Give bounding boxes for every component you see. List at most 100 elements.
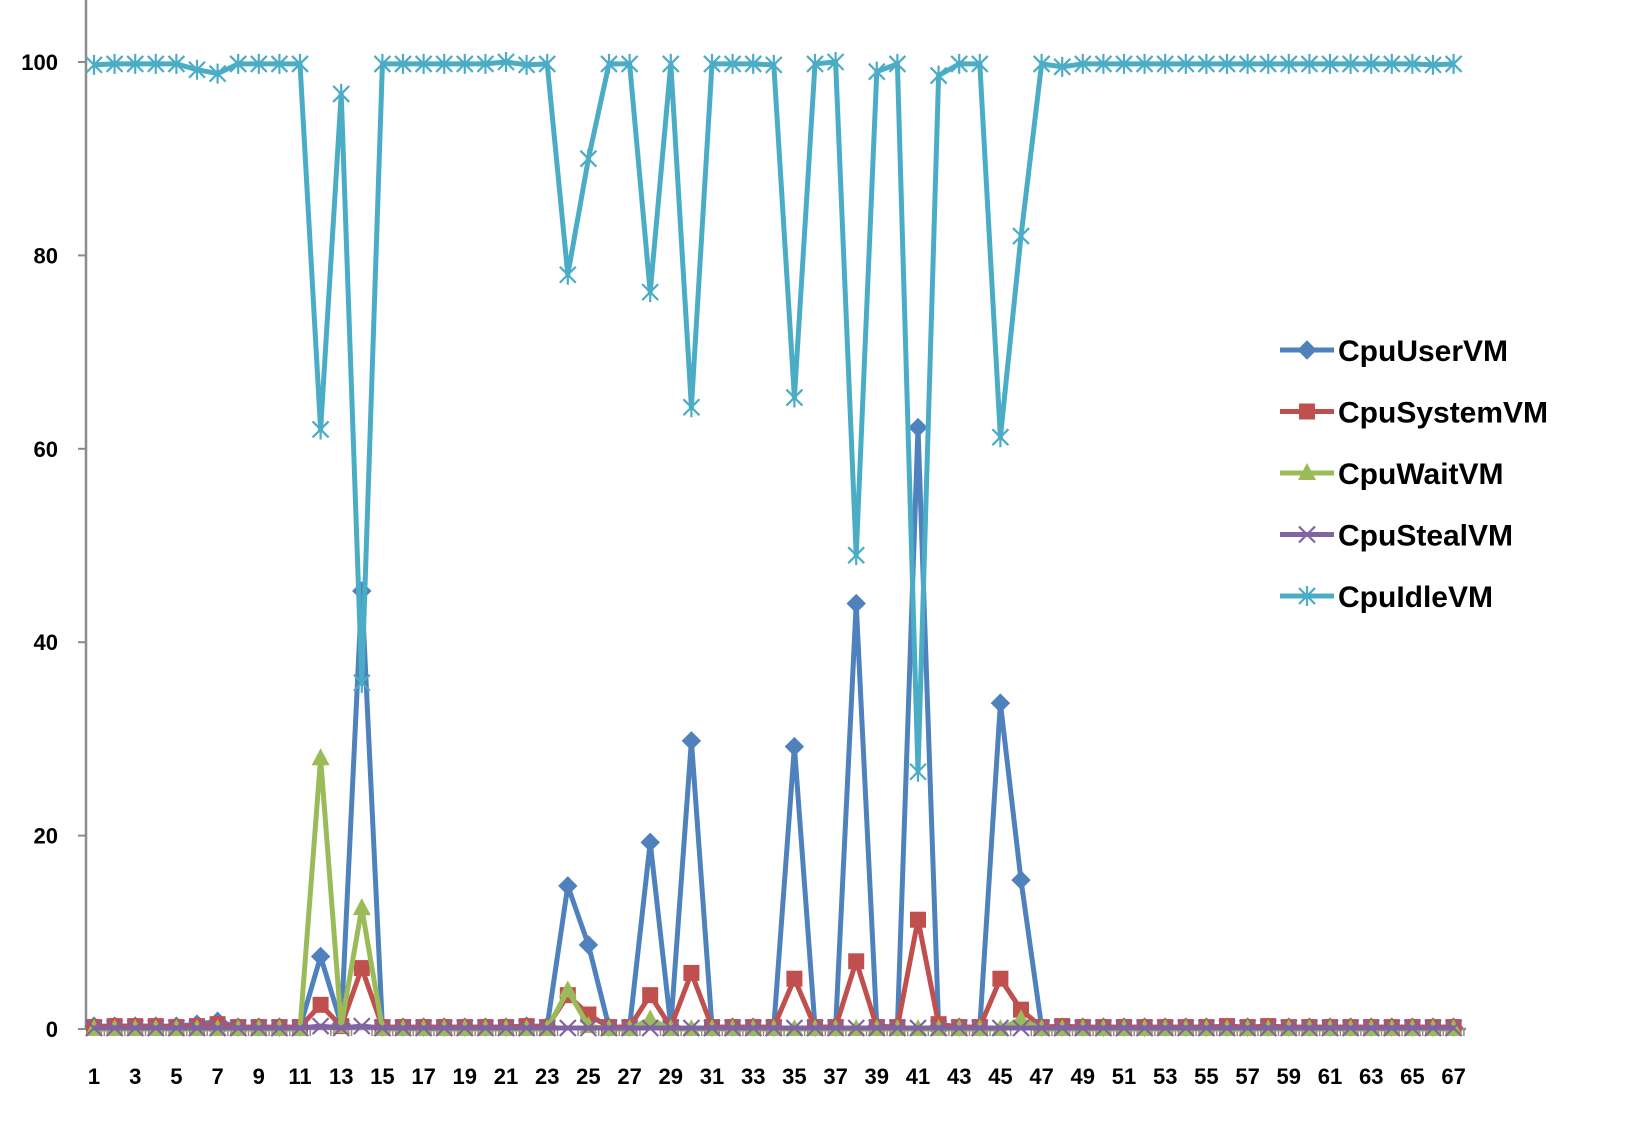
data-point [888, 53, 907, 74]
data-point [1156, 1019, 1174, 1037]
legend-swatch-marker [1298, 525, 1316, 544]
data-point [1300, 53, 1319, 74]
data-point [806, 1019, 824, 1037]
x-tick-label: 59 [1277, 1064, 1301, 1089]
data-point [640, 832, 660, 853]
data-point [291, 1019, 309, 1037]
data-point [1259, 1019, 1277, 1037]
data-point [991, 1019, 1010, 1037]
data-point [332, 1019, 350, 1037]
data-point [208, 63, 227, 84]
data-point [1238, 53, 1257, 74]
data-point [1177, 53, 1195, 74]
data-point [188, 1019, 206, 1037]
series-CpuWaitVM [85, 748, 1463, 1036]
data-point [105, 1019, 124, 1037]
data-point [1197, 53, 1216, 74]
data-point [703, 53, 721, 74]
y-tick-label: 40 [34, 630, 58, 655]
data-point [353, 960, 370, 977]
x-tick-label: 9 [253, 1064, 265, 1089]
data-point [578, 935, 599, 955]
data-point [642, 987, 659, 1004]
y-tick-label: 60 [34, 437, 58, 462]
data-point [167, 1019, 186, 1037]
data-point [784, 736, 805, 757]
y-tick-label: 20 [34, 824, 58, 849]
data-point [620, 1019, 639, 1037]
data-point [1218, 53, 1236, 74]
data-point [847, 545, 865, 566]
data-point [270, 53, 289, 74]
data-point [703, 1019, 721, 1037]
data-point [786, 970, 803, 987]
data-point [517, 54, 536, 75]
data-point [538, 53, 556, 74]
data-point [1424, 54, 1442, 75]
legend-swatch-marker [1298, 463, 1316, 480]
x-tick-label: 63 [1359, 1064, 1383, 1089]
legend-label: CpuIdleVM [1338, 581, 1493, 614]
x-tick-label: 21 [494, 1064, 518, 1089]
data-point [990, 693, 1011, 713]
data-point [1341, 53, 1360, 74]
x-tick-label: 25 [576, 1064, 600, 1089]
data-point [188, 59, 206, 80]
data-point [723, 53, 742, 74]
data-point [1197, 1019, 1216, 1037]
x-tick-label: 23 [535, 1064, 559, 1089]
data-point [785, 1019, 804, 1037]
data-point [744, 1019, 762, 1037]
data-point [126, 1019, 144, 1037]
x-tick-label: 17 [411, 1064, 435, 1089]
x-tick-label: 41 [906, 1064, 930, 1089]
data-point [910, 911, 926, 928]
legend-entry: CpuWaitVM [1280, 458, 1504, 491]
data-point [1362, 1019, 1380, 1037]
x-tick-label: 1 [88, 1064, 100, 1089]
data-point [558, 876, 578, 896]
x-tick-label: 13 [329, 1064, 353, 1089]
data-point [373, 53, 392, 74]
data-point [558, 980, 577, 998]
data-point [847, 1019, 865, 1037]
data-point [641, 1019, 659, 1037]
data-point [352, 581, 372, 601]
data-point [167, 53, 186, 74]
data-point [1053, 56, 1071, 77]
data-point [456, 53, 474, 74]
data-point [435, 1019, 453, 1037]
data-point [126, 53, 144, 74]
series-line [94, 755, 1454, 1032]
data-point [641, 282, 659, 303]
data-point [1280, 53, 1298, 74]
data-point [1012, 1019, 1030, 1037]
x-tick-label: 37 [823, 1064, 847, 1089]
x-tick-label: 11 [288, 1064, 311, 1089]
data-point [1032, 53, 1051, 74]
data-point [332, 83, 350, 104]
data-point [1094, 1019, 1113, 1037]
data-point [682, 1019, 701, 1037]
data-point [1259, 53, 1277, 74]
x-tick-label: 61 [1318, 1064, 1342, 1089]
data-point [476, 1019, 495, 1037]
data-point [600, 1019, 618, 1037]
data-point [991, 427, 1010, 448]
data-point [579, 1019, 598, 1037]
y-tick-label: 100 [21, 50, 58, 75]
legend-entry: CpuUserVM [1280, 335, 1508, 368]
legend-label: CpuWaitVM [1338, 458, 1504, 491]
data-point [1135, 1019, 1154, 1037]
x-tick-label: 33 [741, 1064, 765, 1089]
data-point [1115, 1019, 1133, 1037]
series-CpuStealVM [85, 1017, 1463, 1037]
data-point [250, 53, 268, 74]
x-tick-label: 35 [782, 1064, 806, 1089]
data-point [1321, 53, 1339, 74]
data-point [929, 1019, 948, 1037]
data-point [1053, 1019, 1071, 1037]
data-point [908, 417, 928, 438]
